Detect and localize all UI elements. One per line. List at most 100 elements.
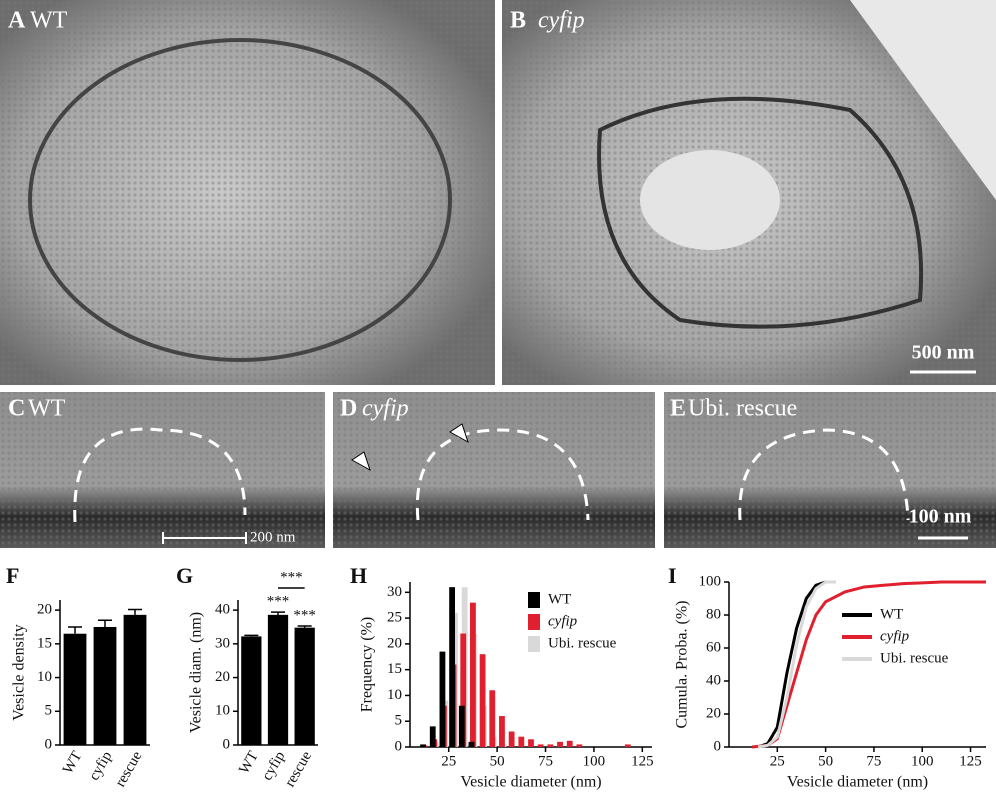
em-panel-c [0, 392, 325, 548]
y-tick-label: 40 [706, 672, 721, 688]
histogram-bar [557, 741, 563, 747]
error-bar [297, 625, 312, 628]
y-tick-label: 10 [215, 703, 230, 719]
y-axis-label: Frequency (%) [359, 617, 376, 713]
x-tick-label: WT [236, 749, 262, 777]
y-axis-label: Cumula. Proba. (%) [674, 601, 691, 729]
bar [294, 627, 315, 745]
histogram-bar [576, 744, 583, 747]
bar [241, 636, 262, 745]
histogram-bar [429, 726, 436, 747]
y-tick-label: 0 [45, 736, 53, 752]
error-bar [128, 608, 142, 615]
y-tick-label: 25 [387, 610, 402, 626]
y-tick-label: 100 [699, 573, 722, 589]
bar [123, 614, 147, 745]
x-tick-label: 100 [583, 753, 606, 769]
em-panel-d [333, 392, 655, 548]
error-bar [271, 611, 285, 615]
y-tick-label: 15 [387, 661, 402, 677]
panel-label: WT [30, 8, 68, 34]
histogram-bar [460, 633, 467, 747]
x-tick-label: 50 [818, 753, 833, 769]
significance: *** [280, 569, 303, 585]
em-panel-b [502, 0, 996, 385]
y-tick-label: 5 [395, 713, 403, 729]
histogram-bar [458, 705, 465, 747]
x-tick-label: 100 [911, 753, 934, 769]
y-tick-label: 20 [706, 705, 721, 721]
panel-letter: A [8, 8, 26, 34]
y-axis-label: Vesicle diam. (nm) [188, 612, 205, 733]
panel-label: cyfip [538, 8, 585, 34]
panel-label: WT [28, 396, 66, 422]
histogram-bar [624, 744, 631, 747]
panel-letter: F [6, 563, 19, 588]
bar [267, 614, 289, 745]
histogram-bar [547, 744, 554, 747]
histogram-bar [518, 736, 525, 747]
histogram-bar [508, 731, 515, 747]
histogram-bar [470, 602, 476, 747]
x-tick-label: rescue [282, 748, 315, 789]
y-tick-label: 30 [215, 635, 230, 651]
panel-letter: B [510, 8, 526, 34]
y-tick-label: 0 [395, 738, 403, 754]
x-tick-label: 50 [490, 753, 505, 769]
em-panel-a [0, 0, 495, 385]
legend-swatch [528, 614, 540, 630]
y-tick-label: 10 [387, 687, 402, 703]
histogram-bar [566, 740, 573, 747]
panel-label: cyfip [362, 396, 409, 422]
x-axis-label: Vesicle diameter (nm) [460, 774, 601, 791]
legend-label: cyfip [880, 628, 910, 644]
y-tick-label: 5 [45, 703, 53, 719]
x-tick-label: cyfip [86, 749, 115, 784]
scale-bar-label: 500 nm [912, 342, 975, 364]
histogram-bar [489, 690, 496, 747]
panel-letter: G [176, 563, 193, 588]
panel-letter: H [350, 563, 367, 588]
scale-bar-label: 200 nm [250, 529, 296, 545]
legend-swatch [528, 636, 540, 652]
y-tick-label: 20 [37, 602, 52, 618]
histogram-bar [479, 654, 486, 747]
y-tick-label: 15 [37, 635, 52, 651]
panel-letter: E [670, 396, 686, 422]
panel-letter: C [8, 396, 25, 422]
histogram-bar [468, 741, 475, 747]
y-tick-label: 80 [706, 606, 721, 622]
legend-label: Ubi. rescue [880, 650, 949, 666]
y-tick-label: 30 [387, 584, 402, 600]
legend-swatch [528, 592, 540, 608]
histogram-bar [528, 739, 534, 747]
x-tick-label: WT [60, 749, 86, 777]
scale-bar-label: 100 nm [909, 506, 972, 528]
legend-label: Ubi. rescue [548, 635, 617, 651]
y-tick-label: 10 [37, 669, 52, 685]
significance: *** [293, 607, 316, 623]
x-tick-label: rescue [112, 748, 145, 789]
y-tick-label: 20 [215, 669, 230, 685]
x-tick-label: 125 [959, 753, 982, 769]
histogram-bar [420, 744, 426, 747]
y-axis-label: Vesicle density [11, 624, 28, 720]
bar [93, 626, 117, 745]
legend-label: WT [548, 591, 571, 607]
histogram-bar [499, 716, 505, 747]
x-tick-label: 75 [866, 753, 881, 769]
cumulative-line [757, 580, 836, 749]
error-bar [68, 626, 82, 634]
y-tick-label: 0 [223, 736, 231, 752]
x-tick-label: 25 [770, 753, 785, 769]
x-tick-label: 125 [631, 753, 654, 769]
panel-letter: I [668, 563, 677, 588]
x-axis-label: Vesicle diameter (nm) [787, 774, 928, 791]
y-tick-label: 60 [706, 639, 721, 655]
x-tick-label: 25 [441, 753, 456, 769]
bar [63, 633, 87, 745]
histogram-bar [449, 587, 456, 747]
y-tick-label: 20 [387, 635, 402, 651]
significance: *** [267, 594, 290, 610]
